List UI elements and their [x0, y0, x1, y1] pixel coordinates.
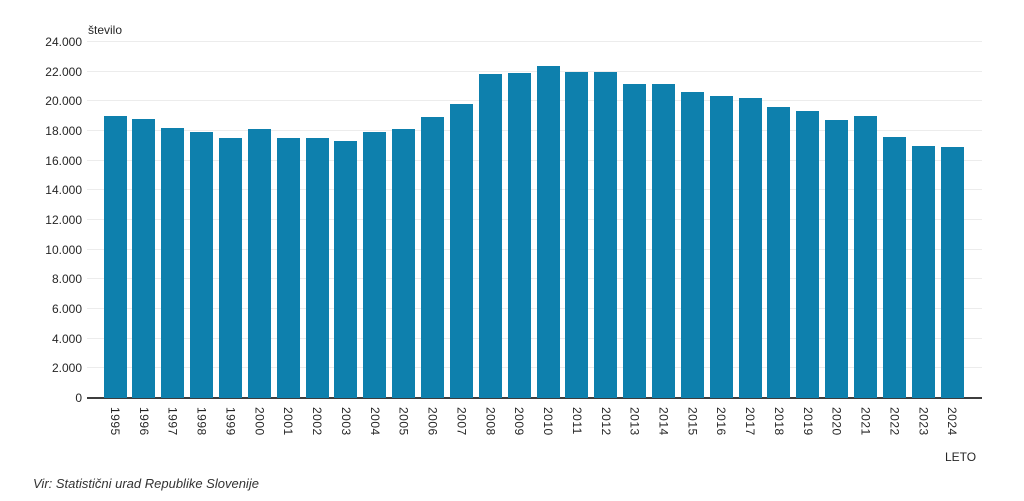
x-tick-label-2006: 2006	[425, 407, 440, 436]
gridline-10000	[87, 248, 982, 250]
bar-2016	[709, 96, 733, 398]
bar-2024	[940, 147, 964, 398]
x-tick-label-2018: 2018	[771, 407, 786, 436]
gridline-2000	[87, 367, 982, 369]
bar-2003	[334, 141, 358, 398]
y-tick-label-2000: 2.000	[51, 361, 82, 376]
x-tick-label-2004: 2004	[367, 407, 382, 436]
y-tick-label-6000: 6.000	[51, 302, 82, 316]
gridline-22000	[87, 70, 982, 72]
bar-2019	[796, 110, 820, 398]
y-tick-label-18000: 18.000	[45, 124, 82, 138]
bar-2014	[652, 83, 675, 398]
bar-1995	[103, 116, 127, 398]
y-tick-label-4000: 4.000	[51, 331, 82, 346]
gridline-20000	[87, 100, 982, 102]
x-axis-line	[87, 397, 982, 399]
bar-2021	[854, 116, 878, 398]
x-tick-label-2009: 2009	[512, 407, 527, 436]
source-note: Vir: Statistični urad Republike Slovenij…	[33, 476, 259, 491]
x-tick-label-2021: 2021	[858, 407, 873, 436]
gridline-6000	[87, 308, 982, 309]
x-tick-label-2014: 2014	[656, 407, 671, 436]
gridline-18000	[87, 130, 982, 131]
bar-2015	[680, 91, 704, 398]
x-tick-label-2022: 2022	[887, 407, 902, 436]
x-tick-label-2017: 2017	[743, 407, 758, 436]
x-tick-label-2002: 2002	[310, 407, 325, 436]
x-tick-label-2016: 2016	[714, 407, 729, 436]
gridline-16000	[87, 159, 982, 161]
x-tick-label-2010: 2010	[541, 407, 556, 436]
y-tick-label-8000: 8.000	[51, 272, 82, 287]
bar-2018	[767, 107, 791, 398]
bar-2011	[565, 71, 589, 398]
bar-2005	[392, 128, 416, 398]
bar-2017	[738, 97, 762, 398]
y-tick-label-16000: 16.000	[45, 153, 82, 168]
y-tick-label-10000: 10.000	[45, 242, 82, 257]
x-tick-label-2019: 2019	[800, 407, 815, 436]
x-tick-label-2007: 2007	[454, 407, 469, 436]
bar-2012	[594, 72, 618, 398]
bar-2001	[276, 138, 300, 398]
y-tick-label-12000: 12.000	[45, 213, 82, 227]
x-tick-label-1998: 1998	[194, 407, 209, 436]
x-tick-label-2015: 2015	[685, 407, 700, 436]
y-tick-label-20000: 20.000	[45, 94, 82, 109]
x-tick-label-2003: 2003	[338, 407, 353, 436]
x-tick-label-1997: 1997	[165, 407, 180, 436]
gridline-12000	[87, 219, 982, 220]
gridline-14000	[87, 189, 982, 191]
y-tick-label-24000: 24.000	[45, 35, 82, 49]
bar-2010	[536, 66, 560, 398]
x-tick-label-2012: 2012	[598, 407, 613, 436]
gridline-24000	[87, 41, 982, 42]
bar-1999	[218, 137, 242, 398]
bar-1997	[161, 128, 185, 398]
x-tick-label-2000: 2000	[252, 407, 267, 436]
bar-2004	[363, 131, 387, 398]
x-axis-title: LETO	[945, 450, 977, 464]
y-axis-title: število	[88, 23, 123, 37]
bar-2002	[305, 137, 329, 398]
bar-1996	[132, 119, 156, 398]
x-tick-label-2011: 2011	[569, 407, 584, 435]
bar-2006	[421, 116, 445, 398]
y-tick-label-0: 0	[75, 391, 82, 405]
x-tick-label-2020: 2020	[829, 407, 844, 436]
bar-2022	[882, 136, 906, 398]
x-tick-label-2005: 2005	[396, 407, 411, 436]
x-tick-label-1999: 1999	[223, 407, 238, 436]
bar-1998	[190, 132, 214, 398]
y-tick-label-14000: 14.000	[45, 183, 82, 198]
y-tick-label-22000: 22.000	[45, 64, 82, 79]
x-tick-label-2013: 2013	[627, 407, 642, 436]
gridline-8000	[87, 278, 982, 280]
bar-2000	[247, 128, 271, 398]
bar-2013	[623, 84, 647, 398]
plot-area	[87, 41, 982, 399]
x-tick-label-1995: 1995	[108, 407, 122, 436]
x-tick-label-2001: 2001	[281, 407, 296, 436]
bar-2007	[449, 104, 473, 398]
bar-2020	[825, 119, 849, 398]
bar-2009	[507, 73, 531, 398]
x-tick-label-2024: 2024	[945, 407, 960, 436]
x-tick-label-2023: 2023	[916, 407, 931, 436]
gridline-4000	[87, 337, 982, 339]
x-tick-label-2008: 2008	[483, 407, 498, 436]
bar-2023	[911, 145, 935, 398]
bar-2008	[478, 73, 502, 398]
x-tick-label-1996: 1996	[136, 407, 151, 436]
